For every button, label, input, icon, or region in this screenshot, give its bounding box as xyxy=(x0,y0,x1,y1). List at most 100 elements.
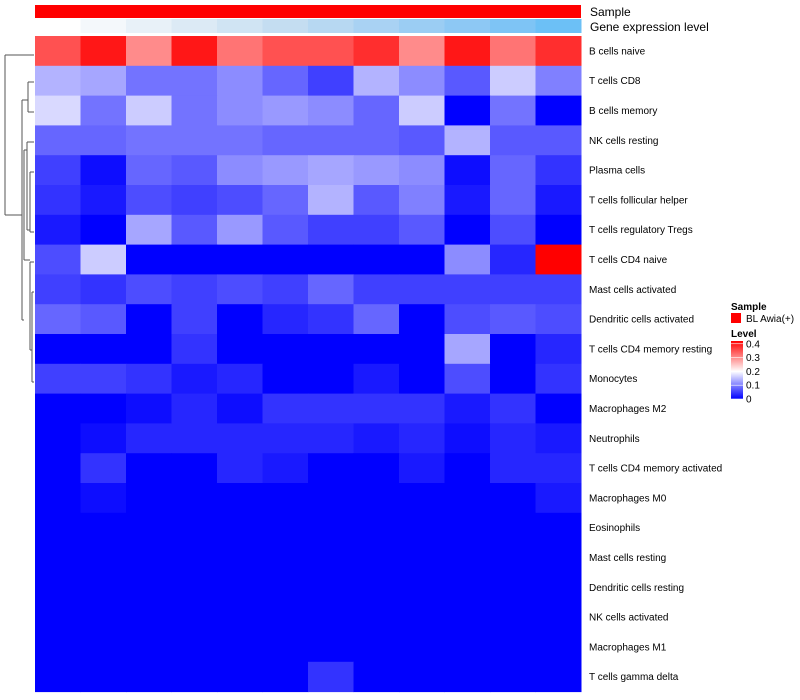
heatmap-cell xyxy=(171,572,218,603)
heatmap-cell xyxy=(308,155,354,186)
heatmap-cell xyxy=(490,363,536,395)
heatmap-cell xyxy=(171,65,218,97)
heatmap-cell xyxy=(353,483,400,514)
heatmap-cell xyxy=(399,512,445,544)
heatmap-cell xyxy=(444,542,491,573)
heatmap-cell xyxy=(35,244,81,275)
heatmap-cell xyxy=(353,423,400,454)
annotation-expression-cell xyxy=(35,19,81,33)
heatmap-cell xyxy=(80,453,127,484)
heatmap-cell xyxy=(126,512,172,544)
row-label: T cells gamma delta xyxy=(589,672,679,683)
heatmap-cell xyxy=(490,602,536,633)
heatmap-cell xyxy=(262,453,309,484)
heatmap-cell xyxy=(308,185,354,216)
heatmap-cell xyxy=(535,65,582,97)
heatmap-cell xyxy=(217,36,263,67)
heatmap-cell xyxy=(444,214,491,246)
heatmap-cell xyxy=(35,185,81,216)
heatmap-cell xyxy=(535,95,582,126)
heatmap-cell xyxy=(262,363,309,395)
heatmap-cell xyxy=(308,363,354,395)
heatmap-cell xyxy=(444,572,491,603)
heatmap-cell xyxy=(35,334,81,365)
heatmap-cell xyxy=(35,572,81,603)
heatmap-cell xyxy=(171,632,218,663)
legend-level-tick-label: 0 xyxy=(746,395,752,406)
heatmap-cell xyxy=(35,36,81,67)
heatmap-cell xyxy=(35,512,81,544)
heatmap-cell xyxy=(490,512,536,544)
heatmap-cell xyxy=(171,244,218,275)
heatmap-cell xyxy=(126,36,172,67)
heatmap-cell xyxy=(217,512,263,544)
heatmap-cell xyxy=(217,334,263,365)
heatmap-cell xyxy=(35,95,81,126)
heatmap-cell xyxy=(399,65,445,97)
heatmap-cell xyxy=(444,36,491,67)
heatmap-cell xyxy=(80,304,127,335)
heatmap-cell xyxy=(399,274,445,305)
heatmap-cell xyxy=(308,274,354,305)
heatmap-cell xyxy=(399,542,445,573)
heatmap-cell xyxy=(308,542,354,573)
heatmap-cell xyxy=(80,65,127,97)
heatmap-cell xyxy=(126,661,172,693)
legend-level-colorbar xyxy=(731,341,743,399)
heatmap-cell xyxy=(126,572,172,603)
heatmap-cell xyxy=(217,274,263,305)
heatmap-cell xyxy=(308,304,354,335)
heatmap-cell xyxy=(126,542,172,573)
row-label: Dendritic cells activated xyxy=(589,315,694,326)
heatmap-cell xyxy=(171,274,218,305)
annotation-expression-cell xyxy=(444,19,491,33)
heatmap-cell xyxy=(35,393,81,424)
row-label: Neutrophils xyxy=(589,434,640,445)
heatmap-cell xyxy=(217,244,263,275)
heatmap-cell xyxy=(444,95,491,126)
heatmap-cell xyxy=(126,423,172,454)
heatmap-cell xyxy=(399,632,445,663)
heatmap-cell xyxy=(353,244,400,275)
heatmap-cell xyxy=(126,95,172,126)
heatmap-cell xyxy=(80,542,127,573)
heatmap-cell xyxy=(126,125,172,156)
heatmap-cell xyxy=(171,423,218,454)
heatmap-cell xyxy=(444,185,491,216)
heatmap-cell xyxy=(535,363,582,395)
annotation-expression-cell xyxy=(262,19,309,33)
heatmap-cell xyxy=(80,632,127,663)
heatmap-cell xyxy=(126,304,172,335)
heatmap-cell xyxy=(535,661,582,693)
heatmap-cell xyxy=(35,542,81,573)
heatmap-cell xyxy=(353,36,400,67)
heatmap-cell xyxy=(535,602,582,633)
heatmap-cell xyxy=(217,453,263,484)
heatmap-cell xyxy=(353,632,400,663)
heatmap-cell xyxy=(490,274,536,305)
heatmap-cell xyxy=(490,36,536,67)
heatmap-cell xyxy=(126,334,172,365)
heatmap-cell xyxy=(353,602,400,633)
heatmap-cell xyxy=(35,661,81,693)
row-label: Mast cells resting xyxy=(589,553,666,564)
heatmap-cell xyxy=(308,512,354,544)
heatmap-cell xyxy=(217,214,263,246)
heatmap-cell xyxy=(262,244,309,275)
heatmap-cell xyxy=(126,363,172,395)
heatmap-cell xyxy=(171,334,218,365)
heatmap-cell xyxy=(80,661,127,693)
heatmap-cell xyxy=(535,334,582,365)
heatmap-cell xyxy=(262,512,309,544)
annotation-label-gene-expression: Gene expression level xyxy=(590,20,709,34)
heatmap-cell xyxy=(262,602,309,633)
heatmap-cell xyxy=(35,155,81,186)
dendrogram-branch xyxy=(29,171,34,233)
heatmap-cell xyxy=(80,95,127,126)
heatmap-cell xyxy=(171,512,218,544)
annotation-expression-cell xyxy=(308,19,354,33)
row-label: Macrophages M0 xyxy=(589,493,667,504)
heatmap-cell xyxy=(308,214,354,246)
heatmap-cell xyxy=(35,483,81,514)
